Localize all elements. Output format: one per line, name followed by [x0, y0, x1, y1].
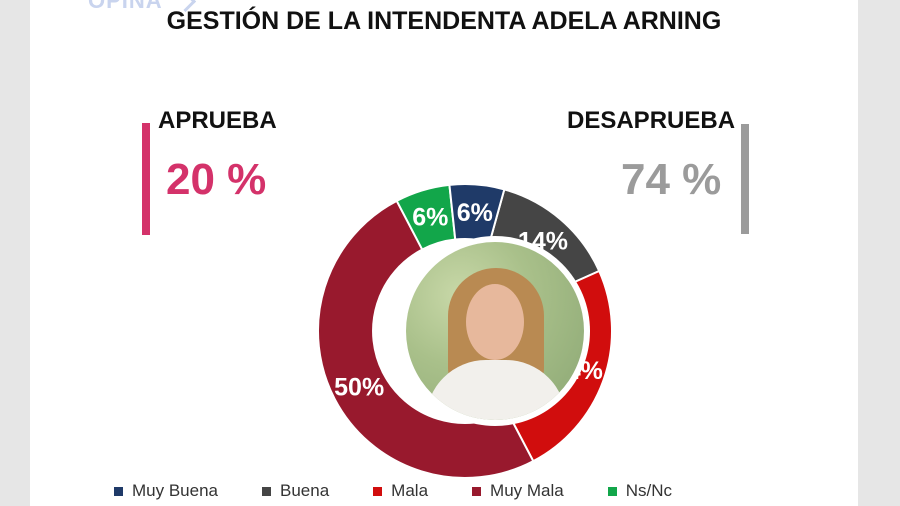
disapprove-value: 74 % [621, 155, 722, 204]
donut-slice-muy-buena [448, 183, 506, 244]
approve-accent-bar [142, 123, 150, 235]
legend-item-muy-buena: Muy Buena [114, 481, 218, 501]
approve-value: 20 % [166, 155, 267, 204]
legend-item-muy-mala: Muy Mala [472, 481, 564, 501]
legend-label-ns-nc: Ns/Nc [625, 481, 672, 500]
brand-logo: OPINA [88, 0, 163, 13]
legend-swatch-muy-buena [114, 486, 123, 496]
donut-label-ns-nc: 6% [412, 204, 448, 232]
donut-label-muy-mala: 50% [334, 374, 384, 402]
portrait-shirt [426, 360, 566, 420]
portrait-photo [406, 242, 584, 420]
donut-slice-muy-mala [317, 199, 535, 479]
donut-label-muy-buena: 6% [457, 199, 493, 227]
legend-label-mala: Mala [391, 481, 429, 500]
legend-swatch-mala [373, 486, 383, 496]
legend-label-muy-buena: Muy Buena [132, 481, 218, 500]
legend-label-muy-mala: Muy Mala [490, 481, 564, 500]
portrait-face [466, 284, 524, 360]
legend-swatch-buena [262, 486, 271, 496]
legend-swatch-ns-nc [607, 486, 617, 496]
disapprove-label: DESAPRUEBA [567, 107, 736, 134]
chart-title: GESTIÓN DE LA INTENDENTA ADELA ARNING [166, 7, 722, 35]
legend-label-buena: Buena [280, 481, 330, 500]
legend-item-mala: Mala [373, 481, 428, 501]
chart-legend: Muy Buena Buena Mala Muy Mala Ns/Nc [114, 481, 716, 501]
disapprove-accent-bar [741, 124, 749, 234]
legend-swatch-muy-mala [472, 486, 482, 496]
approve-label: APRUEBA [158, 107, 277, 134]
legend-item-ns-nc: Ns/Nc [607, 481, 672, 501]
chart-card: OPINA GESTIÓN DE LA INTENDENTA ADELA ARN… [30, 0, 858, 506]
legend-item-buena: Buena [262, 481, 329, 501]
